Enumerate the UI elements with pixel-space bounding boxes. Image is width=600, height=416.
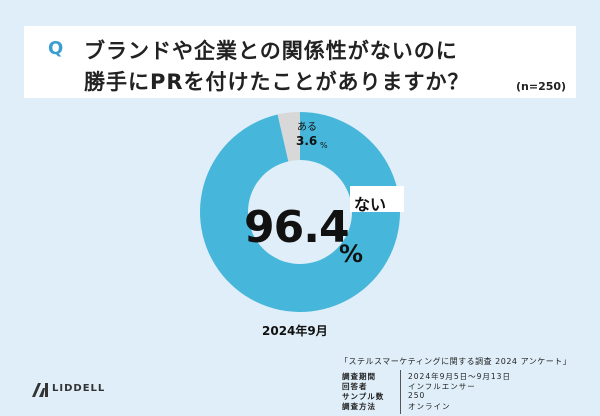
meta-key: 調査期間 xyxy=(342,372,376,381)
brand-name: LIDDELL xyxy=(52,383,106,394)
meta-row: 調査方法 オンライン xyxy=(342,401,582,411)
slice-unit-nai: % xyxy=(339,240,364,268)
donut-slice-aru xyxy=(277,112,300,162)
meta-value: 250 xyxy=(408,391,426,400)
survey-period-label: 2024年9月 xyxy=(262,324,328,338)
meta-row: 調査期間 2024年9月5日〜9月13日 xyxy=(342,371,582,381)
meta-value: インフルエンサー xyxy=(408,382,476,391)
sample-size-note: (n=250) xyxy=(516,80,567,93)
meta-row: 回答者 インフルエンサー xyxy=(342,381,582,391)
label-notch xyxy=(350,186,404,212)
slice-unit-aru: % xyxy=(320,141,328,150)
survey-title: 「ステルスマーケティングに関する調査 2024 アンケート」 xyxy=(340,357,572,366)
slice-value-aru: 3.6 xyxy=(296,134,318,148)
survey-meta: 調査期間 2024年9月5日〜9月13日 回答者 インフルエンサー サンプル数 … xyxy=(342,370,582,414)
slice-label-aru: ある xyxy=(297,122,317,133)
meta-key: 調査方法 xyxy=(342,402,376,411)
liddell-logo-icon xyxy=(32,383,48,397)
question-box xyxy=(24,26,576,98)
question-mark: Q xyxy=(48,38,64,59)
meta-value: 2024年9月5日〜9月13日 xyxy=(408,372,511,381)
meta-key: サンプル数 xyxy=(342,392,385,401)
question-line-2: 勝手にPRを付けたことがありますか？ xyxy=(84,70,470,94)
meta-key: 回答者 xyxy=(342,382,368,391)
meta-divider xyxy=(400,370,401,414)
slice-label-nai: ない xyxy=(354,195,387,214)
question-line-1: ブランドや企業との関係性がないのに xyxy=(84,39,458,63)
donut-slice-nai xyxy=(200,112,401,313)
meta-value: オンライン xyxy=(408,402,451,411)
meta-row: サンプル数 250 xyxy=(342,391,582,401)
slice-value-nai: 96.4 xyxy=(244,202,350,253)
